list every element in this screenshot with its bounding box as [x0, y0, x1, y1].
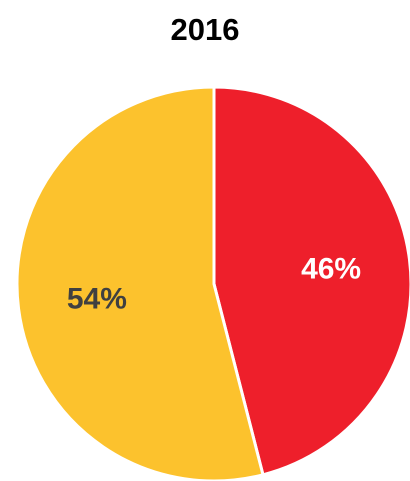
pie-slice-0 — [212, 85, 410, 477]
pie-slices — [15, 85, 410, 481]
pie-slice-1 — [15, 85, 265, 481]
chart-title: 2016 — [170, 12, 240, 47]
pie-slice-label-1: 54% — [67, 282, 127, 315]
pie-labels: 46% 54% — [67, 253, 361, 316]
pie-slice-label-0: 46% — [301, 253, 361, 286]
